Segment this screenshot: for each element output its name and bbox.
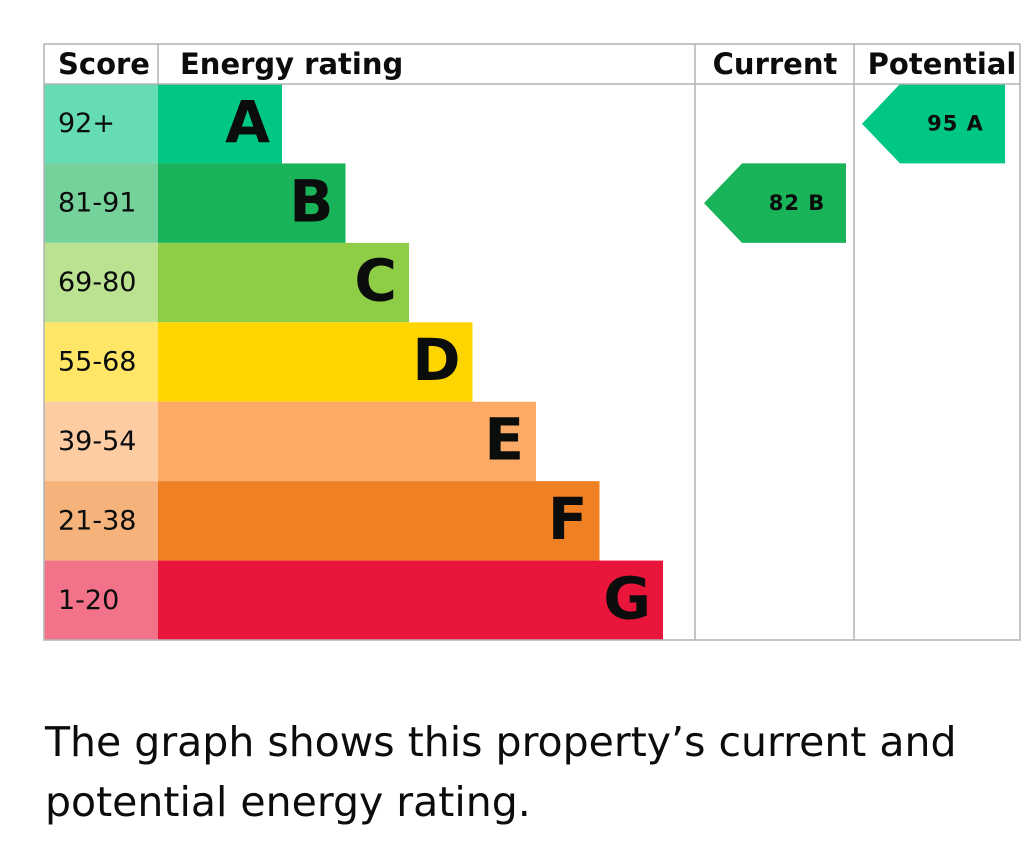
epc-chart: 92+ A 81-91 B 69-80 C 55-68 D 39-54 E 21-38 F 1-20 G 8… [43, 43, 1021, 641]
rating-letter: G [603, 564, 651, 632]
potential-label: 95 A [927, 112, 984, 136]
rating-bar [158, 84, 282, 164]
rating-letter: D [412, 326, 460, 394]
header-rating: Energy rating [180, 47, 403, 81]
rating-bar [158, 322, 473, 402]
score-label: 69-80 [58, 267, 136, 298]
caption: The graph shows this property’s current … [45, 718, 957, 826]
rating-letter: A [225, 88, 270, 156]
frame [43, 43, 1021, 641]
current-label: 82 B [769, 191, 826, 215]
rating-bar [158, 242, 409, 323]
score-cell [44, 401, 158, 482]
rating-bar [158, 163, 346, 243]
rating-letter: C [354, 247, 397, 315]
score-cell [44, 163, 158, 243]
current-arrow [704, 163, 846, 243]
score-cell [44, 322, 158, 402]
score-label: 92+ [58, 108, 115, 139]
header-current: Current [713, 47, 838, 81]
score-label: 81-91 [58, 188, 136, 219]
rating-letter: F [548, 485, 588, 553]
score-label: 1-20 [58, 585, 119, 616]
score-label: 21-38 [58, 505, 136, 536]
score-cell [44, 84, 158, 164]
header-potential: Potential [868, 47, 1017, 81]
potential-arrow [862, 84, 1005, 164]
score-cell [44, 242, 158, 323]
rating-bar [158, 401, 536, 482]
score-cell [44, 560, 158, 640]
score-label: 55-68 [58, 347, 136, 378]
rating-letter: E [484, 406, 524, 474]
score-label: 39-54 [58, 426, 136, 457]
header-score: Score [58, 47, 150, 81]
rating-bar [158, 481, 600, 561]
score-cell [44, 481, 158, 561]
rating-bar [158, 560, 663, 640]
rating-letter: B [289, 167, 333, 235]
